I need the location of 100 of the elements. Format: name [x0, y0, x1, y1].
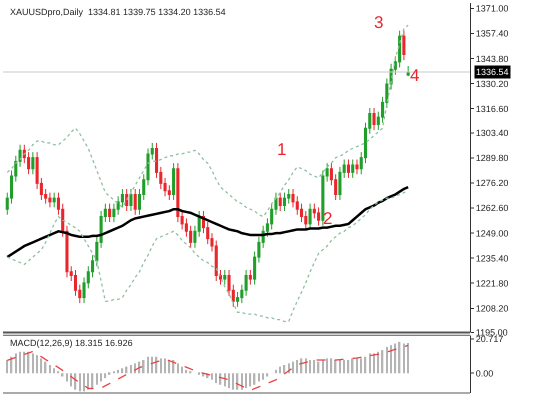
- candlestick: [278, 192, 282, 212]
- candlestick: [31, 152, 34, 175]
- y-tick-label: 1249.00: [476, 228, 508, 238]
- bar: [364, 356, 366, 374]
- y-tick-label: 1303.40: [476, 128, 508, 138]
- annotation: 2: [323, 209, 332, 228]
- y-tick-label: 1262.60: [476, 203, 508, 214]
- candlestick: [351, 158, 354, 178]
- bar: [104, 373, 106, 378]
- candlestick: [355, 158, 359, 175]
- bar: [96, 373, 98, 385]
- bar: [27, 352, 30, 374]
- bar: [369, 353, 371, 374]
- bar: [398, 342, 400, 374]
- candlestick: [134, 188, 137, 216]
- annotation: 4: [410, 66, 420, 85]
- bar: [32, 353, 34, 374]
- bar: [49, 364, 51, 374]
- bar: [317, 362, 320, 374]
- bar: [373, 353, 375, 374]
- bar: [309, 360, 311, 374]
- candlestick: [372, 107, 376, 131]
- bar: [19, 352, 21, 374]
- bar: [155, 356, 158, 374]
- bar: [292, 362, 294, 374]
- y-tick-label: 1235.40: [476, 253, 508, 264]
- text: XAUUSDpro,Daily 1334.81 1339.75 1334.20 1336.54: [10, 7, 226, 17]
- bar: [66, 373, 68, 382]
- bar: [407, 343, 409, 374]
- bar: [245, 373, 247, 388]
- bar: [215, 373, 217, 384]
- candlestick: [223, 269, 226, 286]
- y-tick-label: 20.717: [476, 334, 504, 344]
- bar: [343, 360, 345, 374]
- bar: [79, 373, 81, 392]
- bar: [279, 366, 281, 374]
- bar: [356, 358, 358, 374]
- candlestick: [129, 188, 132, 212]
- bar: [394, 344, 396, 374]
- bar: [44, 362, 46, 374]
- candlestick: [282, 192, 286, 212]
- ref-line-label: 1336.54: [476, 67, 509, 77]
- annotation: 1: [277, 140, 286, 159]
- bar: [300, 358, 302, 374]
- bar: [330, 358, 332, 374]
- bar: [339, 360, 341, 374]
- bar: [160, 358, 162, 374]
- y-tick-label: 1316.60: [476, 104, 508, 114]
- bar: [6, 360, 8, 374]
- chart-title: MACD(12,26,9) 18.315 16.926: [10, 338, 133, 348]
- bar: [313, 360, 316, 374]
- bar: [381, 350, 384, 374]
- bar: [258, 373, 260, 382]
- bar: [177, 363, 179, 374]
- y-tick-label: 1357.40: [476, 28, 508, 39]
- bar: [360, 358, 362, 374]
- bar: [228, 373, 230, 388]
- candlestick: [48, 192, 52, 208]
- bar: [40, 358, 42, 374]
- candlestick: [172, 162, 176, 200]
- bar: [91, 373, 94, 388]
- bar: [232, 373, 234, 390]
- y-tick-label: 1276.20: [476, 178, 508, 188]
- bar: [164, 358, 166, 374]
- bar: [53, 368, 55, 374]
- candlestick: [402, 30, 406, 61]
- bar: [181, 366, 183, 374]
- bar: [334, 360, 336, 374]
- candlestick: [406, 66, 410, 77]
- y-tick-label: 0.00: [476, 368, 494, 378]
- candlestick: [248, 269, 252, 286]
- bar: [151, 356, 154, 374]
- bar: [351, 358, 354, 374]
- bar: [236, 373, 238, 390]
- candlestick: [317, 206, 320, 226]
- bar: [117, 370, 119, 374]
- bar: [390, 345, 392, 374]
- bar: [83, 373, 85, 392]
- bar: [108, 372, 110, 375]
- bar: [147, 356, 149, 374]
- bar: [322, 360, 324, 374]
- bar: [275, 370, 277, 374]
- bar: [249, 373, 252, 386]
- bar: [61, 373, 64, 377]
- y-tick-label: 1221.80: [476, 278, 508, 288]
- annotation: 3: [374, 13, 384, 32]
- bar: [125, 366, 128, 374]
- bar: [15, 353, 17, 374]
- y-tick-label: 1330.20: [476, 78, 508, 89]
- bar: [262, 373, 264, 380]
- bar: [241, 373, 243, 390]
- bar: [403, 344, 405, 374]
- bar: [74, 373, 76, 390]
- line-series: [6, 186, 410, 258]
- candlestick: [52, 192, 56, 208]
- bar: [296, 360, 298, 374]
- candlestick: [346, 158, 350, 178]
- bar: [10, 356, 12, 374]
- y-tick-label: 1343.80: [476, 54, 508, 64]
- bar: [142, 360, 144, 374]
